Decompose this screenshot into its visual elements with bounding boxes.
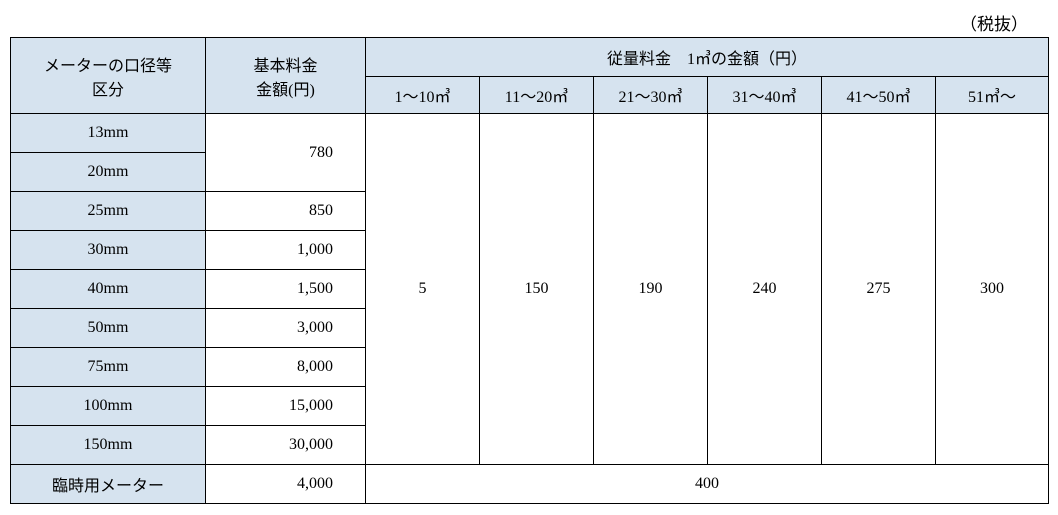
header-base-fee: 基本料金金額(円) xyxy=(206,38,366,114)
tier-6: 51㎥～ xyxy=(936,77,1049,114)
row-label: 40mm xyxy=(11,270,206,309)
tax-note: （税抜） xyxy=(10,10,1048,35)
base-fee-cell: 4,000 xyxy=(206,465,366,504)
tier-1: 1～10㎥ xyxy=(366,77,480,114)
header-usage-fee: 従量料金 1㎥の金額（円） xyxy=(366,38,1049,77)
row-label-temp: 臨時用メーター xyxy=(11,465,206,504)
row-label: 100mm xyxy=(11,387,206,426)
base-fee-cell: 30,000 xyxy=(206,426,366,465)
row-label: 30mm xyxy=(11,231,206,270)
usage-cell: 150 xyxy=(480,114,594,465)
tier-2: 11～20㎥ xyxy=(480,77,594,114)
table-row: 13mm 780 5 150 190 240 275 300 xyxy=(11,114,1049,153)
header-meter-size: メーターの口径等区分 xyxy=(11,38,206,114)
tier-3: 21～30㎥ xyxy=(594,77,708,114)
base-fee-cell: 850 xyxy=(206,192,366,231)
usage-cell: 5 xyxy=(366,114,480,465)
usage-cell: 190 xyxy=(594,114,708,465)
row-label: 13mm xyxy=(11,114,206,153)
usage-cell: 275 xyxy=(822,114,936,465)
base-fee-cell: 15,000 xyxy=(206,387,366,426)
fee-table: メーターの口径等区分 基本料金金額(円) 従量料金 1㎥の金額（円） 1～10㎥… xyxy=(10,37,1049,504)
usage-cell: 300 xyxy=(936,114,1049,465)
base-fee-cell: 1,500 xyxy=(206,270,366,309)
table-row: 臨時用メーター 4,000 400 xyxy=(11,465,1049,504)
row-label: 150mm xyxy=(11,426,206,465)
base-fee-cell: 1,000 xyxy=(206,231,366,270)
temp-usage-cell: 400 xyxy=(366,465,1049,504)
base-fee-cell: 3,000 xyxy=(206,309,366,348)
row-label: 75mm xyxy=(11,348,206,387)
row-label: 20mm xyxy=(11,153,206,192)
usage-cell: 240 xyxy=(708,114,822,465)
base-fee-cell: 780 xyxy=(206,114,366,192)
tier-5: 41～50㎥ xyxy=(822,77,936,114)
tier-4: 31～40㎥ xyxy=(708,77,822,114)
row-label: 50mm xyxy=(11,309,206,348)
base-fee-cell: 8,000 xyxy=(206,348,366,387)
row-label: 25mm xyxy=(11,192,206,231)
